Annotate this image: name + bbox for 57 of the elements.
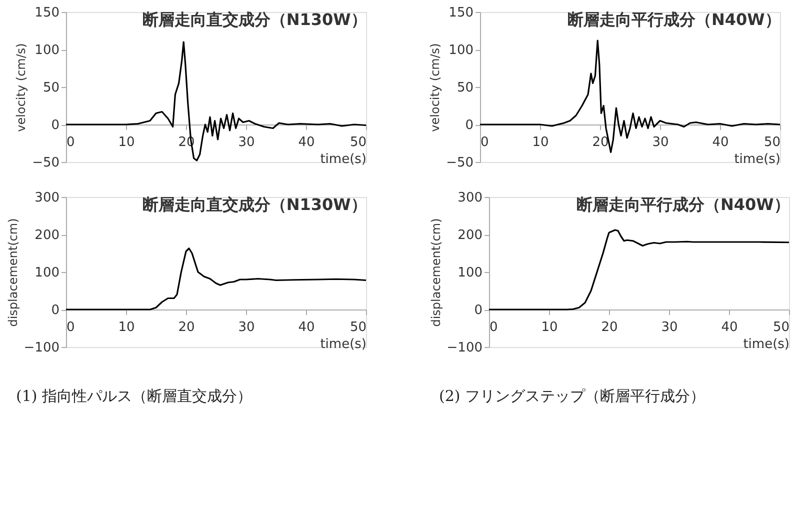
x-tick-label: 0 [490, 320, 498, 335]
y-tick-label: 200 [34, 228, 60, 243]
x-tick-label: 30 [238, 135, 255, 150]
x-tick-label: 10 [532, 135, 549, 150]
chart-title: 断層走向直交成分（N130W） [142, 195, 367, 214]
chart-title: 断層走向平行成分（N40W） [567, 10, 781, 29]
x-tick-label: 10 [541, 320, 558, 335]
y-axis-title: velocity (cm/s) [428, 43, 442, 132]
x-tick-label: 20 [601, 320, 618, 335]
x-tick-label: 40 [712, 135, 729, 150]
y-tick-label: 0 [465, 118, 474, 133]
x-tick-label: 0 [66, 320, 75, 335]
y-tick-label: −50 [446, 156, 474, 170]
y-tick-label: 150 [448, 6, 474, 20]
y-tick-label: 0 [474, 303, 482, 318]
y-tick-label: 100 [34, 266, 60, 280]
y-tick-label: 50 [456, 80, 474, 96]
y-tick-label: 100 [448, 43, 474, 58]
x-tick-label: 10 [118, 135, 135, 150]
x-tick-label: 40 [721, 320, 738, 335]
x-axis-title: time(s) [320, 337, 366, 352]
x-tick-label: 30 [238, 320, 255, 335]
y-axis-title: displacement(cm) [6, 218, 20, 327]
x-tick-label: 20 [592, 135, 609, 150]
y-tick-label: 150 [34, 6, 60, 20]
x-tick-label: 40 [298, 135, 315, 150]
y-tick-label: 0 [51, 303, 60, 318]
y-axis-title: velocity (cm/s) [14, 43, 28, 132]
x-tick-label: 40 [298, 320, 315, 335]
y-tick-label: −50 [32, 156, 60, 170]
y-axis-title: displacement(cm) [428, 218, 443, 327]
y-tick-label: 300 [34, 190, 60, 206]
x-axis-title: time(s) [743, 337, 790, 352]
text: (2) フリングステップ（断層平行成分） [439, 387, 706, 405]
y-tick-label: 100 [458, 266, 482, 280]
x-tick-label: 50 [772, 320, 790, 335]
x-tick-label: 30 [652, 135, 669, 150]
y-tick-label: −100 [24, 340, 60, 356]
x-tick-label: 10 [118, 320, 135, 335]
text: (1) 指向性パルス（断層直交成分） [16, 387, 252, 405]
x-tick-label: 20 [178, 320, 195, 335]
x-axis-title: time(s) [734, 152, 780, 167]
x-tick-label: 30 [661, 320, 678, 335]
chart-title: 断層走向直交成分（N130W） [142, 10, 367, 29]
y-tick-label: 50 [42, 80, 60, 96]
chart-title: 断層走向平行成分（N40W） [576, 195, 790, 214]
x-tick-label: 0 [66, 135, 75, 150]
x-tick-label: 50 [350, 320, 366, 335]
y-tick-label: 200 [458, 228, 482, 243]
x-tick-label: 50 [764, 135, 780, 150]
x-tick-label: 50 [350, 135, 366, 150]
y-tick-label: 0 [51, 118, 60, 133]
y-tick-label: −100 [446, 340, 482, 356]
y-tick-label: 300 [458, 190, 482, 206]
y-tick-label: 100 [34, 43, 60, 58]
line-series [479, 40, 781, 154]
x-axis-title: time(s) [320, 152, 366, 167]
